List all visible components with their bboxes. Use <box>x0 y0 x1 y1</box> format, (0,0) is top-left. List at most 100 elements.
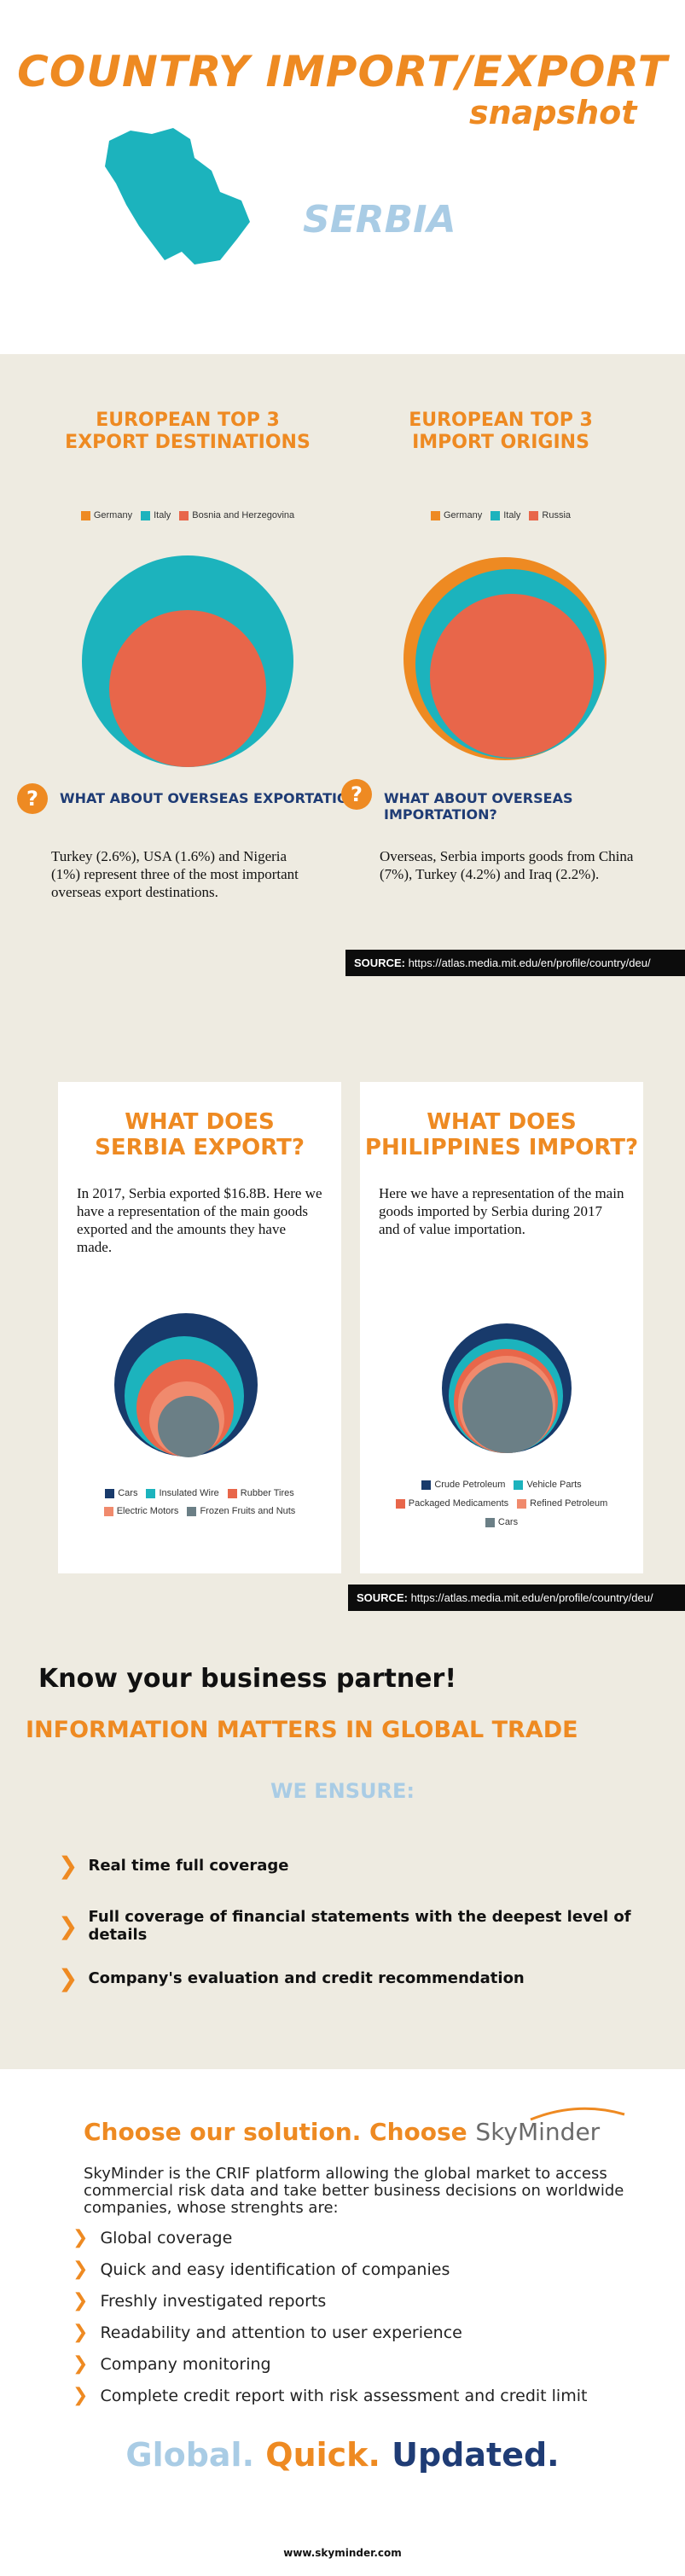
import-card-title-l2: PHILIPPINES IMPORT? <box>364 1135 639 1160</box>
ensure-item: ❯ Company's evaluation and credit recomm… <box>58 1964 525 1992</box>
ensure-item-label: Full coverage of financial statements wi… <box>88 1908 631 1944</box>
export-top3-circles <box>82 555 293 767</box>
export-top3-title: EUROPEAN TOP 3 EXPORT DESTINATIONS <box>38 410 337 454</box>
solution-section <box>0 2069 685 2576</box>
partner-subhead: INFORMATION MATTERS IN GLOBAL TRADE <box>26 1717 578 1743</box>
legend-label: Russia <box>542 510 572 520</box>
motors-swatch-icon <box>103 1506 113 1516</box>
russia-swatch-icon <box>529 510 539 520</box>
country-name: SERBIA <box>303 198 456 241</box>
legend-item: Rubber Tires <box>227 1488 294 1498</box>
legend-label: Italy <box>154 510 171 520</box>
feature-item: ❯ Freshly investigated reports <box>73 2290 587 2311</box>
cars-swatch-icon <box>105 1488 115 1498</box>
feature-label: Company monitoring <box>100 2354 271 2374</box>
chevron-right-icon: ❯ <box>58 1964 78 1992</box>
ensure-item-label: Real time full coverage <box>88 1857 289 1875</box>
chevron-right-icon: ❯ <box>73 2353 89 2375</box>
export-top3-legend: Germany Italy Bosnia and Herzegovina <box>38 510 337 520</box>
legend-item: Cars <box>485 1517 518 1527</box>
wire-swatch-icon <box>146 1488 156 1498</box>
import-card-legend-row3: Cars <box>360 1517 643 1527</box>
import-card-title: WHAT DOES PHILIPPINES IMPORT? <box>360 1109 643 1160</box>
feature-item: ❯ Complete credit report with risk assess… <box>73 2385 587 2406</box>
legend-item: Insulated Wire <box>146 1488 219 1498</box>
legend-label: Vehicle Parts <box>526 1480 582 1490</box>
tagline-updated: Updated. <box>392 2436 560 2474</box>
import-top3-circles <box>403 557 607 760</box>
ensure-item: ❯ Full coverage of financial statements … <box>58 1908 685 1944</box>
tagline-quick: Quick. <box>265 2436 380 2474</box>
question-icon: ? <box>17 783 48 814</box>
page-title: COUNTRY IMPORT/EXPORT <box>17 47 668 96</box>
chevron-right-icon: ❯ <box>58 1911 78 1940</box>
solution-headline: Choose our solution. Choose SkyMinder <box>84 2107 625 2146</box>
legend-label: Refined Petroleum <box>530 1498 608 1509</box>
legend-label: Frozen Fruits and Nuts <box>200 1506 296 1516</box>
chevron-right-icon: ❯ <box>73 2290 89 2311</box>
import-question: WHAT ABOUT OVERSEAS IMPORTATION? <box>384 790 573 823</box>
ensure-heading: WE ENSURE: <box>270 1779 415 1803</box>
legend-item: Germany <box>80 510 133 520</box>
export-top3-title-l2: EXPORT DESTINATIONS <box>65 432 311 453</box>
legend-label: Germany <box>93 510 133 520</box>
export-question: WHAT ABOUT OVERSEAS EXPORTATION? <box>60 790 369 806</box>
legend-label: Crude Petroleum <box>434 1480 506 1490</box>
tagline-global: Global. <box>125 2436 255 2474</box>
feature-item: ❯ Global coverage <box>73 2227 587 2248</box>
legend-label: Rubber Tires <box>240 1488 294 1498</box>
ensure-item-label: Company's evaluation and credit recommen… <box>88 1969 525 1987</box>
source-banner: SOURCE: https://atlas.media.mit.edu/en/p… <box>345 950 685 976</box>
bosnia-circle <box>109 610 266 767</box>
export-card: WHAT DOES SERBIA EXPORT? In 2017, Serbia… <box>58 1082 341 1573</box>
export-goods-circles <box>114 1313 258 1457</box>
source-link[interactable]: https://atlas.media.mit.edu/en/profile/c… <box>410 1591 653 1604</box>
export-card-text: In 2017, Serbia exported $16.8B. Here we… <box>77 1185 322 1255</box>
page-subtitle: snapshot <box>469 94 637 131</box>
export-card-legend-row2: Electric Motors Frozen Fruits and Nuts <box>58 1506 341 1516</box>
cars-circle <box>462 1363 553 1453</box>
import-card-text: Here we have a representation of the mai… <box>379 1185 624 1237</box>
tires-swatch-icon <box>227 1488 237 1498</box>
export-top3-title-l1: EUROPEAN TOP 3 <box>96 410 280 431</box>
legend-label: Germany <box>443 510 483 520</box>
legend-label: Cars <box>118 1488 138 1498</box>
import-card-legend-row2: Packaged Medicaments Refined Petroleum <box>360 1498 643 1509</box>
legend-label: Cars <box>497 1517 519 1527</box>
legend-item: Electric Motors <box>103 1506 179 1516</box>
frozen-fruits-circle <box>158 1396 219 1457</box>
legend-item: Bosnia and Herzegovina <box>179 510 294 520</box>
feature-item: ❯ Readability and attention to user exper… <box>73 2322 587 2343</box>
chevron-right-icon: ❯ <box>73 2227 89 2248</box>
russia-circle <box>430 594 594 758</box>
import-answer: Overseas, Serbia imports goods from Chin… <box>380 848 634 882</box>
brand-label: SkyMinder <box>475 2118 601 2146</box>
import-top3-legend: Germany Italy Russia <box>351 510 650 520</box>
import-goods-circles <box>442 1323 572 1453</box>
legend-item: Refined Petroleum <box>517 1498 607 1509</box>
legend-label: Italy <box>503 510 521 520</box>
germany-swatch-icon <box>80 510 90 520</box>
solution-headline-text: Choose our solution. Choose <box>84 2118 467 2146</box>
crude-swatch-icon <box>421 1480 432 1490</box>
export-card-title: WHAT DOES SERBIA EXPORT? <box>58 1109 341 1160</box>
chevron-right-icon: ❯ <box>73 2259 89 2280</box>
features-list: ❯ Global coverage ❯ Quick and easy identif… <box>73 2227 587 2406</box>
legend-item: Frozen Fruits and Nuts <box>187 1506 295 1516</box>
italy-swatch-icon <box>491 510 501 520</box>
chevron-right-icon: ❯ <box>58 1852 78 1880</box>
refined-swatch-icon <box>517 1498 527 1509</box>
import-card-legend-row1: Crude Petroleum Vehicle Parts <box>360 1480 643 1490</box>
website-link[interactable]: www.skyminder.com <box>283 2547 402 2559</box>
source-banner: SOURCE: https://atlas.media.mit.edu/en/p… <box>348 1585 685 1611</box>
skyminder-logo: SkyMinder <box>475 2107 625 2146</box>
germany-swatch-icon <box>430 510 440 520</box>
legend-label: Electric Motors <box>116 1506 179 1516</box>
source-link[interactable]: https://atlas.media.mit.edu/en/profile/c… <box>408 957 651 969</box>
export-card-title-l1: WHAT DOES <box>125 1109 275 1135</box>
source-label: SOURCE: <box>354 957 405 969</box>
legend-label: Packaged Medicaments <box>408 1498 509 1509</box>
legend-item: Vehicle Parts <box>514 1480 582 1490</box>
vehicle-swatch-icon <box>514 1480 524 1490</box>
import-card: WHAT DOES PHILIPPINES IMPORT? Here we ha… <box>360 1082 643 1573</box>
